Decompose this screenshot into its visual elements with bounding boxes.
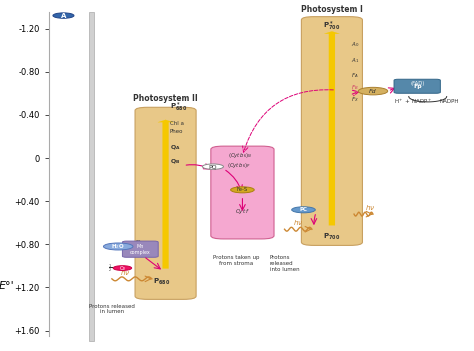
Text: $h\nu$: $h\nu$ bbox=[120, 267, 130, 277]
Text: A: A bbox=[61, 13, 66, 19]
Text: Fd: Fd bbox=[369, 88, 377, 94]
Text: $A_1$: $A_1$ bbox=[351, 57, 359, 65]
Text: Fe-S: Fe-S bbox=[237, 187, 248, 192]
FancyBboxPatch shape bbox=[135, 107, 196, 299]
Circle shape bbox=[202, 164, 223, 169]
Text: D: D bbox=[136, 240, 141, 245]
FancyBboxPatch shape bbox=[122, 241, 158, 257]
Text: $\mathbf{P_{700}^*}$: $\mathbf{P_{700}^*}$ bbox=[323, 20, 340, 33]
FancyBboxPatch shape bbox=[301, 16, 363, 245]
Text: Pheo: Pheo bbox=[170, 128, 183, 133]
Text: Fp: Fp bbox=[413, 84, 421, 89]
Text: $A_0$: $A_0$ bbox=[351, 40, 359, 49]
Text: PC: PC bbox=[300, 207, 308, 212]
Text: (FAD): (FAD) bbox=[410, 80, 424, 86]
Text: $\mathbf{Q_A}$: $\mathbf{Q_A}$ bbox=[170, 143, 181, 152]
Ellipse shape bbox=[103, 243, 133, 250]
FancyBboxPatch shape bbox=[211, 146, 274, 239]
Text: Protons
released
into lumen: Protons released into lumen bbox=[270, 255, 300, 272]
Text: NADPH: NADPH bbox=[439, 99, 458, 104]
FancyBboxPatch shape bbox=[89, 12, 94, 342]
Text: H$^+$ + NADP$^+$: H$^+$ + NADP$^+$ bbox=[394, 98, 432, 106]
Text: $F_X$: $F_X$ bbox=[351, 95, 359, 104]
Text: $(Cyt\,b_6)_P$: $(Cyt\,b_6)_P$ bbox=[227, 161, 251, 170]
Text: $Cyt\,f$: $Cyt\,f$ bbox=[235, 207, 250, 217]
Text: $(Cyt\,b_6)_N$: $(Cyt\,b_6)_N$ bbox=[228, 151, 253, 160]
Text: E°': E°' bbox=[0, 281, 14, 291]
Circle shape bbox=[292, 207, 315, 213]
Text: O$_2$: O$_2$ bbox=[118, 264, 126, 272]
Text: $F_B$: $F_B$ bbox=[351, 84, 358, 92]
Text: $\mathbf{P_{700}}$: $\mathbf{P_{700}}$ bbox=[323, 232, 340, 242]
Text: $h\nu$: $h\nu$ bbox=[293, 218, 303, 227]
Text: $F_A$: $F_A$ bbox=[351, 72, 358, 80]
Text: Photosystem II: Photosystem II bbox=[133, 94, 198, 103]
Text: $\mathbf{Q_B}$: $\mathbf{Q_B}$ bbox=[170, 157, 180, 166]
Text: $\frac{1}{2}$: $\frac{1}{2}$ bbox=[108, 262, 112, 274]
Text: Mn
complex: Mn complex bbox=[130, 244, 151, 254]
Ellipse shape bbox=[358, 87, 388, 95]
Text: Chl a: Chl a bbox=[170, 121, 184, 126]
Text: $\mathbf{P_{680}}$: $\mathbf{P_{680}}$ bbox=[153, 277, 170, 287]
Circle shape bbox=[231, 187, 254, 193]
Text: PQ: PQ bbox=[209, 164, 217, 169]
Circle shape bbox=[53, 13, 74, 18]
FancyBboxPatch shape bbox=[394, 79, 440, 93]
Text: Protons taken up
from stroma: Protons taken up from stroma bbox=[213, 255, 259, 266]
Text: $h\nu$: $h\nu$ bbox=[365, 203, 375, 212]
Text: Protons released
in lumen: Protons released in lumen bbox=[89, 304, 135, 314]
Text: $\mathbf{P_{680}^*}$: $\mathbf{P_{680}^*}$ bbox=[170, 101, 187, 114]
Text: H$_2$O: H$_2$O bbox=[111, 242, 125, 251]
Circle shape bbox=[113, 266, 132, 270]
Text: Photosystem I: Photosystem I bbox=[301, 5, 363, 14]
